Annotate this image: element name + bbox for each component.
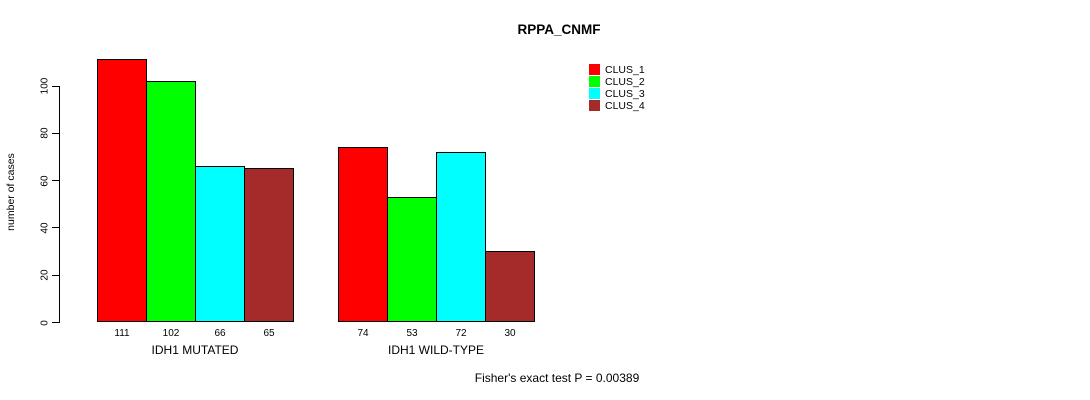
bar-clus_4-idh1-mutated	[244, 168, 294, 322]
bar-value-label: 72	[455, 328, 467, 339]
legend-label-clus_2: CLUS_2	[605, 75, 645, 88]
bar-clus_3-idh1-wild-type	[436, 151, 486, 322]
bar-clus_1-idh1-wild-type	[338, 146, 388, 322]
legend-swatch-clus_3	[589, 88, 600, 99]
bar-clus_2-idh1-mutated	[146, 80, 196, 322]
bar-value-label: 102	[162, 328, 180, 339]
chart-title: RPPA_CNMF	[517, 22, 601, 37]
y-axis-tick	[52, 180, 59, 182]
y-axis-tick	[52, 322, 59, 323]
legend-swatch-clus_1	[589, 64, 600, 75]
y-axis-tick	[52, 227, 59, 229]
bar-value-label: 74	[357, 328, 369, 339]
legend-label-clus_4: CLUS_4	[605, 99, 645, 112]
bar-clus_1-idh1-mutated	[97, 59, 147, 322]
y-axis-tick	[52, 132, 59, 134]
fisher-test-annotation: Fisher's exact test P = 0.00389	[474, 371, 640, 385]
bar-value-label: 53	[406, 328, 418, 339]
legend-swatch-clus_4	[589, 100, 600, 111]
y-axis-tick	[52, 274, 59, 276]
legend-swatch-clus_2	[589, 76, 600, 87]
x-category-label: IDH1 WILD-TYPE	[387, 343, 485, 357]
x-category-label: IDH1 MUTATED	[151, 343, 239, 357]
legend-label-clus_3: CLUS_3	[605, 87, 645, 100]
bar-value-label: 66	[214, 328, 226, 339]
y-axis-tick	[52, 85, 59, 87]
bar-value-label: 111	[114, 328, 130, 339]
legend-label-clus_1: CLUS_1	[605, 63, 645, 76]
y-axis-line	[59, 85, 60, 323]
bar-value-label: 65	[263, 328, 275, 339]
bar-value-label: 30	[504, 328, 516, 339]
bar-clus_4-idh1-wild-type	[485, 251, 535, 322]
